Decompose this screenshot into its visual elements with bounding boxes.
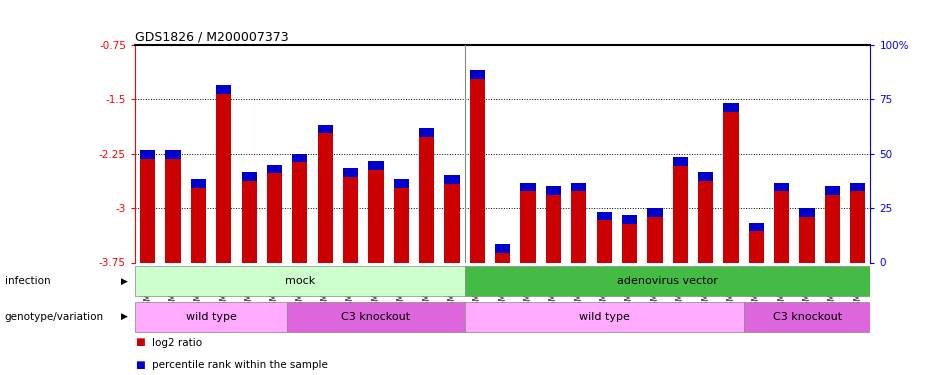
Bar bbox=[800, 208, 815, 217]
Bar bbox=[774, 183, 789, 192]
Text: GDS1826 / M200007373: GDS1826 / M200007373 bbox=[135, 30, 289, 43]
Bar bbox=[723, 103, 738, 112]
Text: percentile rank within the sample: percentile rank within the sample bbox=[152, 360, 328, 370]
Bar bbox=[241, 172, 257, 181]
Bar bbox=[470, 70, 485, 262]
Bar bbox=[546, 186, 561, 195]
Bar bbox=[140, 150, 155, 262]
Bar bbox=[698, 172, 713, 262]
Bar bbox=[572, 183, 587, 262]
Bar bbox=[292, 154, 307, 162]
Bar bbox=[673, 158, 688, 262]
Text: infection: infection bbox=[5, 276, 50, 286]
Bar bbox=[444, 176, 460, 184]
Text: ▶: ▶ bbox=[121, 312, 128, 321]
Bar bbox=[135, 302, 287, 332]
Text: wild type: wild type bbox=[579, 312, 629, 322]
Bar bbox=[166, 150, 181, 159]
Bar bbox=[546, 186, 561, 262]
Bar bbox=[622, 215, 637, 224]
Bar bbox=[267, 165, 282, 173]
Bar bbox=[241, 172, 257, 262]
Text: wild type: wild type bbox=[185, 312, 236, 322]
Bar bbox=[520, 183, 535, 262]
Bar bbox=[495, 244, 510, 262]
Bar bbox=[292, 154, 307, 262]
Bar bbox=[191, 179, 206, 262]
Text: adenovirus vector: adenovirus vector bbox=[617, 276, 718, 286]
Bar bbox=[317, 125, 332, 134]
Bar bbox=[495, 244, 510, 253]
Bar bbox=[698, 172, 713, 181]
Text: C3 knockout: C3 knockout bbox=[342, 312, 411, 322]
Bar bbox=[800, 208, 815, 262]
Bar bbox=[166, 150, 181, 262]
Text: ■: ■ bbox=[135, 360, 144, 370]
Bar bbox=[287, 302, 465, 332]
Text: ■: ■ bbox=[135, 338, 144, 348]
Text: genotype/variation: genotype/variation bbox=[5, 312, 103, 322]
Bar bbox=[369, 161, 384, 170]
Bar bbox=[216, 85, 232, 94]
Bar bbox=[520, 183, 535, 192]
Bar bbox=[673, 158, 688, 166]
Bar bbox=[850, 183, 866, 192]
Bar bbox=[465, 302, 744, 332]
Bar bbox=[419, 128, 434, 262]
Text: C3 knockout: C3 knockout bbox=[773, 312, 842, 322]
Bar bbox=[140, 150, 155, 159]
Text: log2 ratio: log2 ratio bbox=[152, 338, 202, 348]
Bar bbox=[191, 179, 206, 188]
Bar bbox=[723, 103, 738, 262]
Bar bbox=[343, 168, 358, 262]
Bar bbox=[394, 179, 409, 262]
Bar bbox=[419, 128, 434, 137]
Text: mock: mock bbox=[285, 276, 315, 286]
Text: ▶: ▶ bbox=[121, 277, 128, 286]
Bar bbox=[749, 223, 764, 262]
Bar bbox=[825, 186, 840, 195]
Bar bbox=[465, 266, 870, 296]
Bar bbox=[597, 212, 612, 220]
Bar bbox=[572, 183, 587, 192]
Bar bbox=[216, 85, 232, 262]
Bar bbox=[369, 161, 384, 262]
Bar bbox=[135, 266, 465, 296]
Bar bbox=[267, 165, 282, 262]
Bar bbox=[774, 183, 789, 262]
Bar bbox=[622, 215, 637, 262]
Bar bbox=[394, 179, 409, 188]
Bar bbox=[647, 208, 663, 217]
Bar bbox=[343, 168, 358, 177]
Bar bbox=[749, 223, 764, 231]
Bar bbox=[850, 183, 866, 262]
Bar bbox=[825, 186, 840, 262]
Bar bbox=[444, 176, 460, 262]
Bar bbox=[597, 212, 612, 262]
Bar bbox=[647, 208, 663, 262]
Bar bbox=[744, 302, 870, 332]
Bar bbox=[470, 70, 485, 79]
Bar bbox=[317, 125, 332, 262]
